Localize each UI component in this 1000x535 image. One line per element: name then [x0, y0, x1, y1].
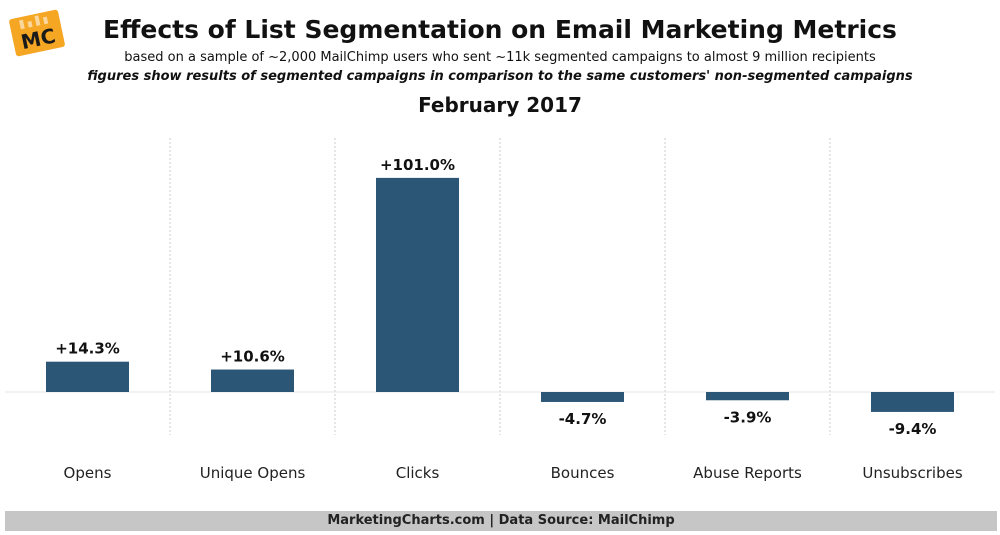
category-label: Bounces [551, 464, 615, 482]
chart-period: February 2017 [418, 93, 582, 117]
category-label: Unsubscribes [862, 464, 962, 482]
footer-source: MarketingCharts.com | Data Source: MailC… [5, 511, 997, 531]
data-label: +10.6% [220, 348, 285, 366]
data-label: +14.3% [55, 340, 120, 358]
bar [541, 392, 624, 402]
marketingcharts-logo: MC [9, 9, 65, 57]
category-label: Abuse Reports [693, 464, 802, 482]
chart-note: figures show results of segmented campai… [87, 69, 913, 84]
data-label: -4.7% [559, 410, 607, 428]
category-label: Clicks [396, 464, 440, 482]
bar [871, 392, 954, 412]
category-label: Unique Opens [200, 464, 306, 482]
chart-subtitle: based on a sample of ~2,000 MailChimp us… [124, 50, 876, 65]
data-label: +101.0% [380, 156, 455, 174]
bar [211, 369, 294, 392]
chart-title: Effects of List Segmentation on Email Ma… [103, 15, 897, 44]
bar [46, 361, 129, 392]
category-label: Opens [64, 464, 112, 482]
data-label: -9.4% [889, 420, 937, 438]
bar [706, 392, 789, 401]
bar-chart: +14.3% Opens +10.6% Unique Opens +101.0% Clic… [5, 138, 995, 482]
data-label: -3.9% [724, 408, 772, 426]
bar [376, 177, 459, 392]
